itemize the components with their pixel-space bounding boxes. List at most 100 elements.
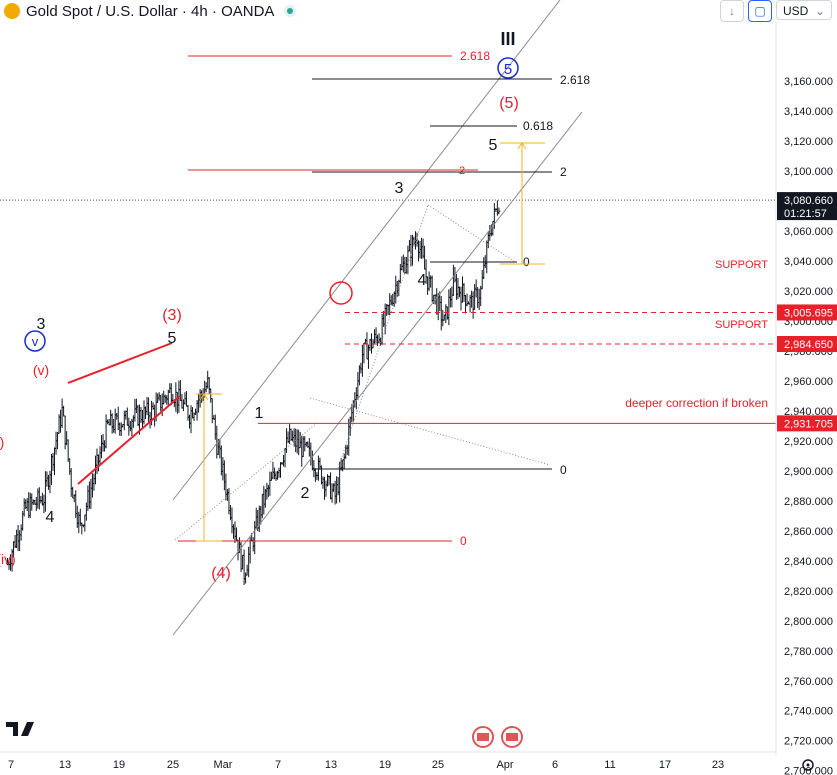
price-tick-label: 2,740.000 bbox=[784, 706, 833, 718]
time-tick-label: 7 bbox=[8, 759, 14, 771]
price-tick-label: 2,920.000 bbox=[784, 436, 833, 448]
settings-gear-icon[interactable] bbox=[802, 759, 814, 771]
price-axis[interactable]: 2,700.0002,720.0002,740.0002,760.0002,78… bbox=[775, 22, 837, 775]
event-flag-fill bbox=[477, 733, 489, 741]
wave-circle-5-ring bbox=[497, 57, 519, 79]
channel-upper-line bbox=[172, 0, 561, 501]
time-tick-label: 13 bbox=[325, 759, 337, 771]
fib-black-0618-label: 0.618 bbox=[523, 119, 553, 133]
projection-line-1 bbox=[174, 421, 319, 541]
event-flag-icon bbox=[501, 726, 523, 748]
symbol-title[interactable]: Gold Spot / U.S. Dollar · 4h · OANDA bbox=[26, 2, 275, 20]
time-tick-label: 13 bbox=[59, 759, 71, 771]
time-tick-label: 17 bbox=[659, 759, 671, 771]
price-label-box bbox=[777, 336, 837, 353]
wave-label-paren-v: (v) bbox=[33, 362, 49, 378]
price-tick-label: 2,760.000 bbox=[784, 676, 833, 688]
deeper-correction-label: deeper correction if broken bbox=[625, 396, 768, 410]
time-tick-label: 23 bbox=[712, 759, 724, 771]
gear-center bbox=[806, 763, 810, 767]
symbol-header: Gold Spot / U.S. Dollar · 4h · OANDA bbox=[0, 0, 297, 22]
time-tick-label: Mar bbox=[214, 759, 233, 771]
measure-1-arrow bbox=[199, 393, 209, 401]
wave-label-4-left: 4 bbox=[46, 509, 55, 526]
measure-2-arrow bbox=[517, 142, 527, 150]
projection-line-2 bbox=[309, 397, 551, 466]
wave-label-5-upper: 5 bbox=[489, 137, 498, 154]
time-tick-label: 25 bbox=[432, 759, 444, 771]
price-tick-label: 2,900.000 bbox=[784, 466, 833, 478]
wave-label-iii: III bbox=[500, 29, 515, 49]
time-tick-label: 25 bbox=[167, 759, 179, 771]
time-axis[interactable]: 7 13 19 25 Mar 7 13 19 25 Apr 6 11 17 23 bbox=[0, 751, 814, 771]
time-tick-label: 19 bbox=[113, 759, 125, 771]
wedge-upper-line bbox=[67, 342, 173, 384]
time-tick-label: 19 bbox=[379, 759, 391, 771]
time-tick-label: 6 bbox=[552, 759, 558, 771]
price-label-text: 2,984.650 bbox=[784, 339, 833, 351]
currency-label: USD bbox=[783, 4, 809, 18]
wave-label-paren-3: (3) bbox=[162, 307, 182, 324]
price-tick-label: 3,020.000 bbox=[784, 286, 833, 298]
wave-label-circle-v: v bbox=[32, 334, 39, 349]
price-tick-label: 2,960.000 bbox=[784, 376, 833, 388]
price-tick-label: 2,800.000 bbox=[784, 616, 833, 628]
market-open-icon bbox=[284, 5, 297, 17]
price-tick-label: 2,720.000 bbox=[784, 736, 833, 748]
channel-lower-line bbox=[172, 111, 583, 636]
wave-label-4-upper: 4 bbox=[418, 272, 427, 289]
support-label-2: SUPPORT bbox=[715, 319, 768, 331]
wave-label-3-upper: 3 bbox=[395, 180, 404, 197]
price-label-text: 3,005.695 bbox=[784, 307, 833, 319]
wave-label-circle-5: 5 bbox=[504, 61, 512, 78]
wave-label-3-left: 3 bbox=[37, 316, 46, 333]
event-flag-icon bbox=[472, 726, 494, 748]
ohlc-bar bbox=[497, 207, 501, 215]
price-label-countdown: 01:21:57 bbox=[784, 208, 827, 220]
event-flag-fill bbox=[506, 733, 518, 741]
wave-label-paren-iv: (iv) bbox=[0, 551, 16, 567]
currency-selector[interactable]: USD ⌄ bbox=[776, 0, 832, 20]
fib-black-0-upper-label: 0 bbox=[523, 255, 530, 269]
fib-black-0-lower-label: 0 bbox=[560, 463, 567, 477]
price-tick-label: 2,820.000 bbox=[784, 586, 833, 598]
fib-black-2-label: 2 bbox=[560, 165, 567, 179]
wave-label-1: 1 bbox=[255, 405, 264, 422]
price-tick-label: 2,880.000 bbox=[784, 496, 833, 508]
price-tick-label: 3,160.000 bbox=[784, 76, 833, 88]
price-tick-label: 2,940.000 bbox=[784, 406, 833, 418]
projection-line-3 bbox=[337, 204, 429, 469]
price-label-box bbox=[777, 415, 837, 432]
fullscreen-icon[interactable]: ▢ bbox=[748, 0, 772, 22]
fib-red-2-label: 2 bbox=[459, 165, 465, 177]
ohlc-bars bbox=[6, 200, 501, 585]
wave-label-paren-5: (5) bbox=[499, 95, 519, 112]
price-label-text: 3,080.660 bbox=[784, 195, 833, 207]
price-label-box bbox=[777, 192, 837, 221]
price-tick-label: 3,060.000 bbox=[784, 226, 833, 238]
wave-label-2: 2 bbox=[301, 485, 310, 502]
wave-circle-v-ring bbox=[24, 330, 46, 352]
time-tick-label: 11 bbox=[604, 759, 615, 771]
price-tick-label: 2,840.000 bbox=[784, 556, 833, 568]
price-tick-label: 2,860.000 bbox=[784, 526, 833, 538]
price-tick-label: 3,040.000 bbox=[784, 256, 833, 268]
price-tick-label: 3,100.000 bbox=[784, 166, 833, 178]
price-tick-label: 3,140.000 bbox=[784, 106, 833, 118]
fib-red-2618-label: 2.618 bbox=[460, 49, 490, 63]
tradingview-logo-icon bbox=[6, 722, 34, 736]
wave-label-5-left: 5 bbox=[168, 330, 177, 347]
price-label-text: 2,931.705 bbox=[784, 418, 833, 430]
support-label-1: SUPPORT bbox=[715, 259, 768, 271]
price-tick-label: 2,780.000 bbox=[784, 646, 833, 658]
arrow-down-icon[interactable]: ↓ bbox=[720, 0, 744, 22]
breakout-circle bbox=[329, 281, 353, 305]
price-label-box bbox=[777, 304, 837, 321]
wave-label-paren-4: (4) bbox=[211, 565, 231, 582]
wedge-lower-line bbox=[77, 395, 181, 485]
time-tick-label: Apr bbox=[496, 759, 513, 771]
price-tick-label: 3,120.000 bbox=[784, 136, 833, 148]
fib-red-0-label: 0 bbox=[460, 534, 467, 548]
wave-label-partial: ) bbox=[0, 434, 4, 450]
